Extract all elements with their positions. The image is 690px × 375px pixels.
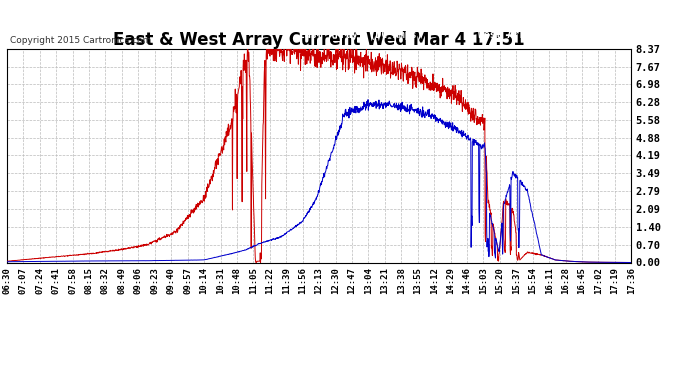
Text: East Array  (DC Amps): East Array (DC Amps) — [299, 30, 422, 40]
Text: West Array (DC Amps): West Array (DC Amps) — [477, 30, 595, 40]
Title: East & West Array Current Wed Mar 4 17:51: East & West Array Current Wed Mar 4 17:5… — [113, 31, 525, 49]
Text: Copyright 2015 Cartronics.com: Copyright 2015 Cartronics.com — [10, 36, 152, 45]
